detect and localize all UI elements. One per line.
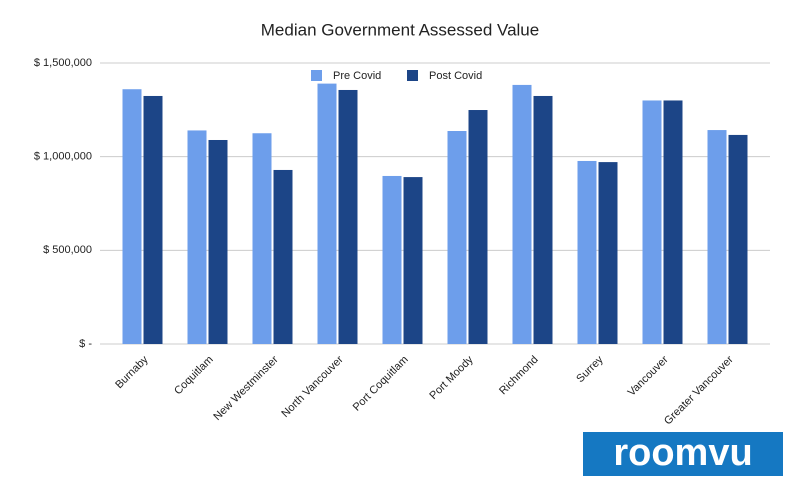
legend-swatch bbox=[407, 70, 418, 81]
bar bbox=[728, 134, 748, 344]
bar bbox=[447, 131, 467, 344]
bar bbox=[403, 177, 423, 344]
bar bbox=[122, 89, 142, 344]
bar bbox=[577, 160, 597, 344]
bar bbox=[252, 133, 272, 344]
bar bbox=[317, 83, 337, 345]
bar bbox=[143, 95, 163, 344]
y-tick-label: $ 500,000 bbox=[43, 244, 92, 256]
bar bbox=[187, 130, 207, 344]
bar bbox=[512, 84, 532, 344]
legend-swatch bbox=[311, 70, 322, 81]
bar bbox=[642, 100, 662, 344]
bar bbox=[382, 175, 402, 344]
bar bbox=[707, 130, 727, 344]
logo-box bbox=[583, 432, 783, 476]
bar bbox=[273, 169, 293, 344]
bar bbox=[533, 95, 553, 344]
chart-title: Median Government Assessed Value bbox=[261, 20, 539, 39]
logo: roomvu bbox=[613, 432, 752, 474]
bar bbox=[208, 139, 228, 344]
bar bbox=[598, 162, 618, 344]
bar bbox=[663, 100, 683, 344]
legend-label: Pre Covid bbox=[333, 70, 381, 82]
bar bbox=[468, 110, 488, 345]
y-tick-label: $ 1,000,000 bbox=[34, 151, 92, 163]
y-tick-label: $ - bbox=[79, 338, 92, 350]
legend-label: Post Covid bbox=[429, 70, 482, 82]
y-tick-label: $ 1,500,000 bbox=[34, 57, 92, 69]
bar bbox=[338, 89, 358, 344]
